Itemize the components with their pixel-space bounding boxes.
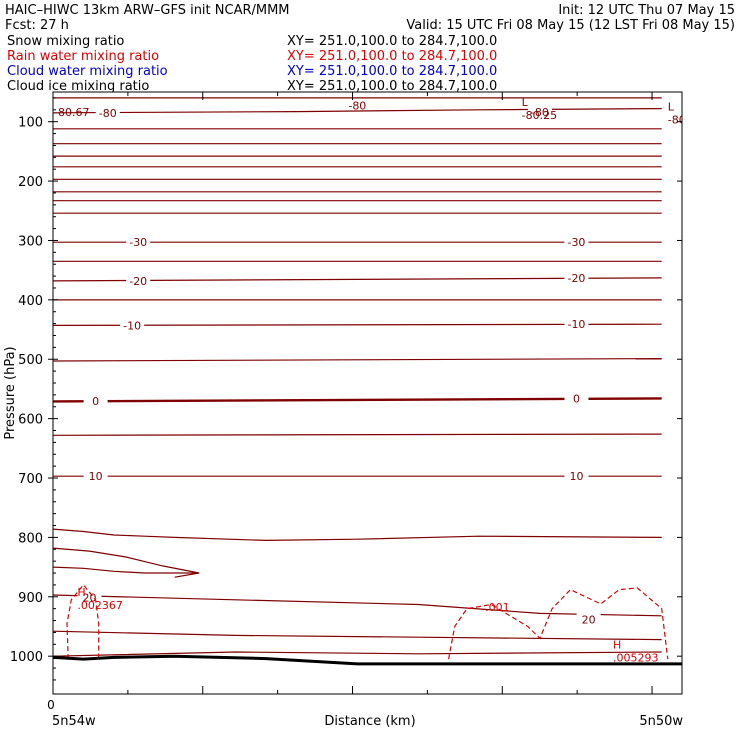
- x-right-label: 5n50w: [639, 714, 683, 729]
- legend-label: Cloud ice mixing ratio: [7, 79, 149, 94]
- contour-label: 0: [573, 392, 580, 405]
- rain-contour-label: .001: [485, 601, 510, 614]
- temperature-contour: [53, 277, 662, 282]
- contour-label: 0: [92, 395, 99, 408]
- rain-contour: [66, 583, 100, 660]
- temperature-contour: [53, 358, 662, 362]
- contour-label: -30: [567, 236, 585, 249]
- y-tick-label: 1000: [10, 650, 43, 665]
- contour-label-bg: [126, 236, 151, 249]
- contour-label: 10: [569, 470, 583, 483]
- contour-label-bg: [564, 271, 589, 284]
- contour-label: -80: [531, 106, 549, 119]
- contour-label-bg: [345, 99, 370, 112]
- x-axis-title: Distance (km): [324, 714, 415, 729]
- temperature-contour: [53, 528, 662, 542]
- rain-contour: [704, 641, 728, 659]
- y-tick-label: 400: [18, 294, 43, 309]
- contour-label-bg: [120, 319, 145, 332]
- legend-label: Cloud water mixing ratio: [7, 64, 168, 79]
- contour-label-bg: [83, 470, 108, 483]
- plot-frame: [52, 91, 683, 695]
- temperature-contour: [53, 397, 662, 403]
- temperature-contour: [53, 651, 662, 657]
- temperature-contour: [53, 433, 662, 436]
- y-tick-label: 900: [18, 591, 43, 606]
- y-tick-label: 100: [18, 116, 43, 131]
- contour-label: -80: [348, 100, 366, 113]
- rain-contour: [448, 587, 669, 660]
- legend-xy: XY= 251.0,100.0 to 284.7,100.0: [287, 64, 497, 79]
- contour-label-bg: [95, 106, 120, 119]
- legend-label: Snow mixing ratio: [7, 34, 124, 49]
- y-tick-label: 500: [18, 353, 43, 368]
- contour-label: -30: [129, 236, 147, 249]
- y-tick-label: 300: [18, 234, 43, 249]
- contour-label: -10: [567, 318, 585, 331]
- temperature-contour: [53, 323, 662, 326]
- contour-label-bg: [564, 236, 589, 249]
- x-origin-label: 0: [47, 698, 55, 712]
- legend-xy: XY= 251.0,100.0 to 284.7,100.0: [287, 49, 497, 64]
- extremum-value: -80.67: [54, 106, 89, 119]
- header-init: Init: 12 UTC Thu 07 May 15: [558, 3, 735, 18]
- extremum-value: -80.25: [522, 109, 557, 122]
- contour-label-bg: [576, 613, 601, 626]
- legend-xy: XY= 251.0,100.0 to 284.7,100.0: [287, 34, 497, 49]
- header-title: HAIC–HIWC 13km ARW–GFS init NCAR/MMM: [5, 3, 290, 18]
- y-tick-label: 700: [18, 472, 43, 487]
- contour-label: -20: [129, 275, 147, 288]
- contour-label: 10: [89, 470, 103, 483]
- contour-label: -80: [99, 107, 117, 120]
- temperature-contour: [53, 547, 200, 578]
- temperature-contour: [53, 566, 200, 574]
- terrain-line: [53, 654, 682, 666]
- contour-label-bg: [564, 318, 589, 331]
- contour-label: 20: [83, 591, 97, 604]
- legend-xy: XY= 251.0,100.0 to 284.7,100.0: [287, 79, 497, 94]
- y-tick-label: 200: [18, 175, 43, 190]
- extremum-marker: H: [613, 639, 621, 652]
- contour-label: -10: [123, 319, 141, 332]
- contour-label-bg: [564, 470, 589, 483]
- contour-label-bg: [527, 106, 552, 119]
- extremum-value: -80.27: [668, 114, 703, 127]
- extremum-value: .005293: [613, 652, 659, 665]
- extremum-value: .002367: [77, 599, 123, 612]
- contour-label-bg: [83, 394, 108, 407]
- extremum-marker: L: [668, 101, 675, 114]
- y-axis-title: Pressure (hPa): [3, 346, 18, 439]
- y-tick-label: 600: [18, 413, 43, 428]
- x-left-label: 5n54w: [52, 714, 96, 729]
- header-fcst: Fcst: 27 h: [5, 18, 69, 33]
- extremum-marker: H: [77, 586, 85, 599]
- temperature-contour: [53, 108, 662, 114]
- plot-inner: -80-80 -80-30 -30-20 -20-10 -100 010 102020.00…: [53, 96, 728, 666]
- contour-label-bg: [564, 392, 589, 405]
- contour-label: 20: [582, 613, 596, 626]
- y-tick-label: 800: [18, 531, 43, 546]
- contour-label-bg: [126, 274, 151, 287]
- contour-label: -20: [567, 272, 585, 285]
- extremum-marker: L: [522, 96, 529, 109]
- header-valid: Valid: 15 UTC Fri 08 May 15 (12 LST Fri …: [406, 18, 735, 33]
- legend-label: Rain water mixing ratio: [7, 49, 159, 64]
